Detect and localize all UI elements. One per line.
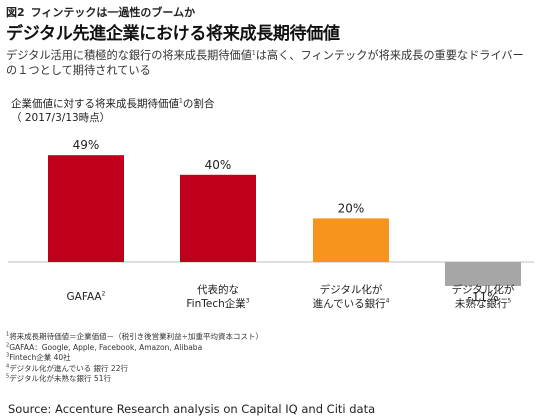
- category-footnote-ref: 4: [385, 297, 390, 305]
- category-label-2: 代表的な FinTech企業3: [158, 283, 278, 311]
- subtitle-footnote-ref: 1: [251, 49, 256, 57]
- chart-title-text-before: 企業価値に対する将来成長期待価値: [11, 98, 179, 110]
- chart-title-date: （ 2017/3/13時点）: [11, 112, 111, 124]
- value-label-4: -11%: [467, 290, 498, 304]
- page-title: デジタル先進企業における将来成長期待価値: [6, 24, 340, 44]
- chart-title-main: 企業価値に対する将来成長期待価値1の割合: [11, 97, 214, 111]
- category-label-line: FinTech企業3: [186, 297, 250, 310]
- chart-title-footnote-ref: 1: [179, 97, 183, 105]
- footnote-marker: 2: [6, 342, 10, 349]
- footnote-1: 1将来成長期待価値＝企業価値－（税引き後営業利益÷加重平均資本コスト）: [6, 331, 263, 341]
- footnotes: 1将来成長期待価値＝企業価値－（税引き後営業利益÷加重平均資本コスト） 2GAFA…: [6, 332, 263, 385]
- category-footnote-ref: 3: [245, 297, 250, 305]
- category-label-line: 進んでいる銀行4: [312, 297, 390, 310]
- value-label-2: 40%: [205, 158, 232, 172]
- subtitle: デジタル活用に積極的な銀行の将来成長期待価値1は高く、フィンテックが将来成長の重…: [6, 48, 534, 78]
- footnote-marker: 1: [6, 331, 10, 338]
- value-label-3: 20%: [338, 201, 365, 215]
- category-footnote-ref: 2: [101, 290, 106, 298]
- value-label-1: 49%: [73, 138, 100, 152]
- footnote-5: 5デジタル化が未熟な銀行 51行: [6, 373, 111, 384]
- bar-1: [48, 155, 124, 262]
- figure-caption: フィンテックは一過性のブームか: [30, 6, 196, 19]
- bar-3: [313, 218, 389, 262]
- subtitle-text-before: デジタル活用に積極的な銀行の将来成長期待価値: [6, 49, 252, 62]
- figure-number: 図2: [6, 6, 25, 19]
- category-label-3: デジタル化が 進んでいる銀行4: [291, 283, 411, 311]
- category-label-line: 未熟な銀行5: [454, 297, 512, 310]
- category-label-line: GAFAA2: [66, 290, 106, 303]
- figure-label: 図2 フィンテックは一過性のブームか: [6, 4, 195, 20]
- footnote-3: 3Fintech企業 40社: [6, 352, 71, 363]
- category-label-4: デジタル化が 未熟な銀行5: [423, 283, 540, 311]
- bar-2: [180, 174, 256, 262]
- category-label-line: デジタル化が: [319, 284, 383, 296]
- footnote-2: 2GAFAA：Google, Apple, Facebook, Amazon, …: [6, 342, 203, 352]
- footnote-marker: 3: [6, 352, 10, 359]
- category-label-1: GAFAA2: [26, 290, 146, 304]
- chart-title: 企業価値に対する将来成長期待価値1の割合 （ 2017/3/13時点）: [11, 97, 214, 125]
- footnote-marker: 5: [6, 373, 10, 380]
- category-footnote-ref: 5: [507, 297, 512, 305]
- source-note: Source: Accenture Research analysis on C…: [8, 402, 376, 416]
- subtitle-text-after: は高く、フィンテックが将来成長の重要なドライバーの１つとして期待されている: [6, 49, 524, 77]
- bar-4: [445, 262, 521, 286]
- category-label-line: 代表的な: [197, 284, 239, 296]
- chart-title-text-after: の割合: [182, 98, 215, 110]
- category-label-line: デジタル化が: [451, 284, 515, 296]
- footnote-4: 4デジタル化が進んでいる 銀行 22行: [6, 363, 128, 373]
- footnote-marker: 4: [6, 363, 10, 370]
